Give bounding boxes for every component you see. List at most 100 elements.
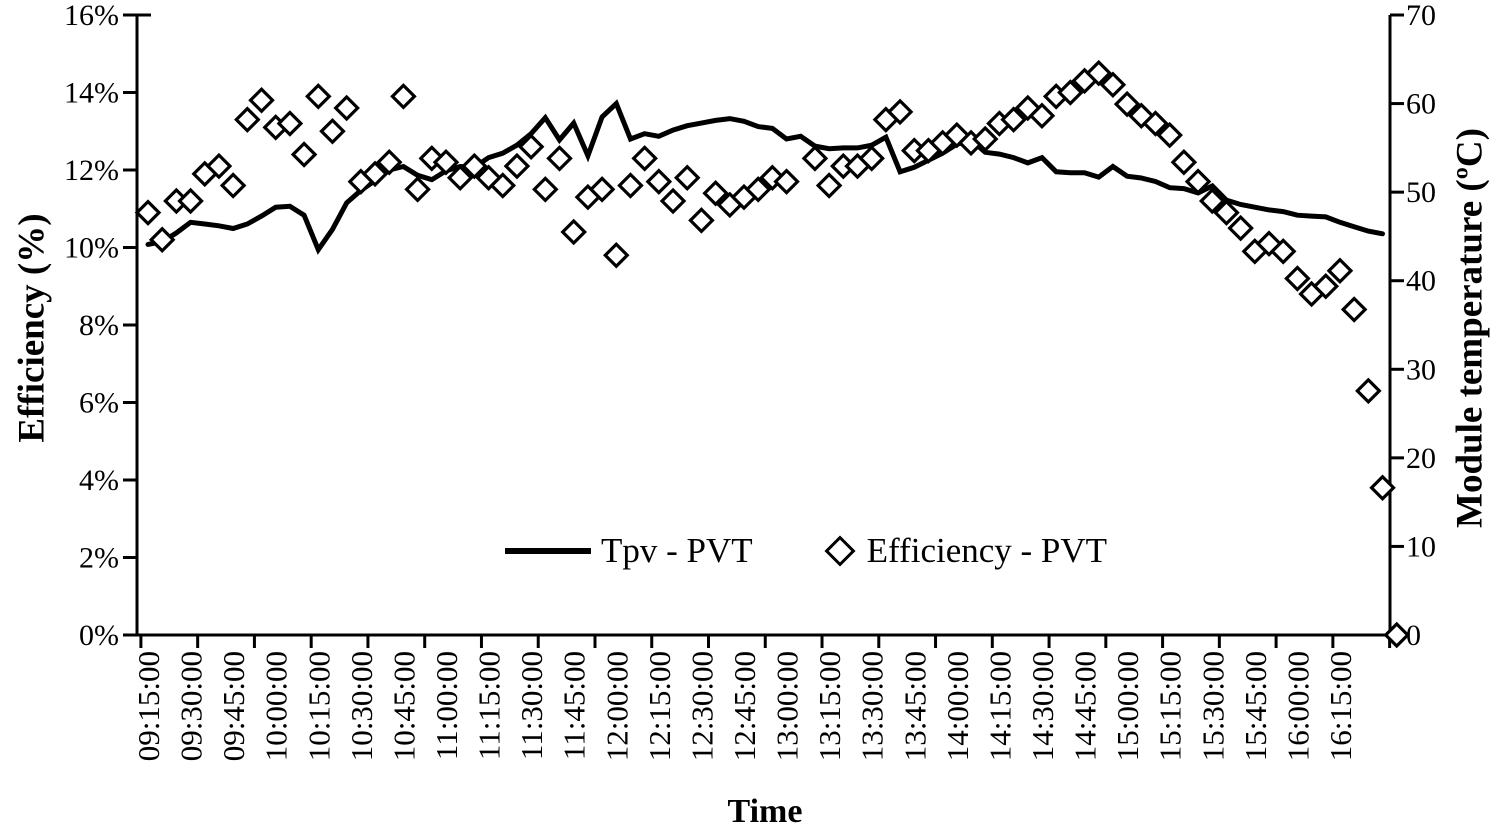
x-axis-tick-label: 10:00:00 [259, 651, 294, 761]
efficiency-diamond-marker [815, 172, 843, 199]
efficiency-diamond-marker [234, 106, 261, 133]
x-axis-tick-label: 10:15:00 [301, 651, 336, 761]
efficiency-diamond-marker [603, 241, 630, 269]
left-axis-tick-label: 8% [79, 309, 119, 342]
efficiency-diamond-marker [588, 176, 616, 203]
right-axis-title: Module temperature (ºC) [1449, 128, 1491, 528]
x-axis-tick-label: 14:00:00 [940, 651, 975, 761]
efficiency-diamond-marker [702, 179, 729, 207]
efficiency-diamond-marker [333, 94, 360, 122]
efficiency-diamond-marker [1269, 238, 1297, 265]
legend-line-swatch [505, 548, 591, 554]
x-axis-tick-label: 16:00:00 [1280, 651, 1315, 761]
x-axis-tick-label: 11:15:00 [472, 651, 507, 760]
efficiency-diamond-marker [1383, 621, 1410, 649]
left-axis-tick-label: 2% [79, 542, 119, 575]
x-axis-tick-label: 10:30:00 [344, 651, 379, 761]
efficiency-diamond-marker [1184, 168, 1212, 195]
efficiency-diamond-marker [390, 83, 417, 110]
efficiency-diamond-marker [645, 168, 673, 195]
efficiency-diamond-marker [886, 98, 914, 126]
right-axis-tick-label: 60 [1406, 88, 1436, 121]
efficiency-diamond-marker [219, 172, 247, 199]
efficiency-diamond-marker [1369, 474, 1396, 502]
left-axis-tick-label: 4% [79, 464, 119, 497]
left-axis-tick-label: 10% [64, 232, 119, 265]
left-axis-tick-label: 12% [64, 154, 119, 187]
efficiency-diamond-marker [1156, 121, 1183, 149]
x-axis-tick-label: 14:15:00 [982, 651, 1017, 761]
efficiency-diamond-marker [1340, 296, 1368, 323]
efficiency-diamond-marker [1057, 79, 1084, 106]
efficiency-diamond-marker [1142, 110, 1169, 137]
efficiency-diamond-marker [446, 164, 474, 192]
x-axis-title: Time [727, 793, 803, 830]
efficiency-diamond-marker [1000, 106, 1027, 133]
efficiency-diamond-marker [631, 145, 658, 172]
efficiency-diamond-marker [432, 148, 460, 176]
efficiency-diamond-marker [773, 168, 800, 195]
x-axis-tick-label: 15:00:00 [1110, 651, 1145, 761]
efficiency-diamond-marker [1284, 265, 1311, 292]
efficiency-diamond-marker [546, 145, 573, 172]
efficiency-diamond-marker [1355, 377, 1382, 405]
efficiency-diamond-marker [1326, 257, 1354, 285]
x-axis-tick-label: 15:30:00 [1195, 651, 1230, 761]
efficiency-diamond-marker [305, 83, 332, 110]
efficiency-diamond-marker [503, 152, 531, 180]
x-axis-tick-label: 11:00:00 [429, 651, 464, 760]
legend-item-tpv: Tpv - PVT [505, 531, 753, 571]
right-axis-tick-label: 50 [1406, 176, 1436, 209]
x-axis-tick-label: 16:15:00 [1323, 651, 1358, 761]
efficiency-diamond-marker [205, 152, 233, 180]
efficiency-diamond-marker [489, 172, 517, 199]
right-axis-tick-label: 30 [1406, 353, 1436, 386]
efficiency-diamond-marker [688, 207, 715, 234]
efficiency-diamond-marker [560, 218, 587, 246]
x-axis-tick-label: 12:30:00 [684, 651, 719, 761]
left-axis-tick-label: 16% [64, 0, 119, 32]
x-axis-tick-label: 09:30:00 [174, 651, 209, 761]
legend-label-tpv: Tpv - PVT [601, 531, 753, 570]
x-axis-tick-label: 10:45:00 [386, 651, 421, 761]
efficiency-diamond-marker [319, 117, 346, 145]
efficiency-diamond-marker [1170, 148, 1198, 176]
efficiency-diamond-marker [673, 164, 701, 192]
left-axis-tick-label: 0% [79, 619, 119, 652]
x-axis-tick-label: 13:30:00 [855, 651, 890, 761]
x-axis-tick-label: 13:45:00 [897, 651, 932, 761]
x-axis-tick-label: 09:45:00 [216, 651, 251, 761]
right-axis-tick-label: 20 [1406, 442, 1436, 475]
efficiency-diamond-marker [461, 152, 488, 180]
legend-item-efficiency: Efficiency - PVT [824, 531, 1108, 571]
left-axis-title: Efficiency (%) [11, 213, 53, 443]
efficiency-diamond-marker [1085, 59, 1112, 87]
x-axis-tick-label: 15:15:00 [1153, 651, 1188, 761]
efficiency-diamond-marker [1028, 102, 1056, 130]
efficiency-diamond-marker [532, 176, 559, 203]
right-axis-tick-label: 0 [1406, 619, 1421, 652]
right-axis-tick-label: 70 [1406, 0, 1436, 32]
legend-label-efficiency: Efficiency - PVT [866, 531, 1108, 570]
left-axis-tick-label: 6% [79, 387, 119, 420]
efficiency-diamond-marker [177, 187, 204, 215]
efficiency-diamond-marker [1227, 214, 1254, 242]
efficiency-diamond-marker [1198, 187, 1226, 215]
efficiency-diamond-marker [517, 133, 545, 161]
x-axis-tick-label: 12:00:00 [599, 651, 634, 761]
efficiency-diamond-marker [148, 226, 176, 254]
efficiency-diamond-marker [248, 86, 275, 114]
efficiency-diamond-marker [134, 199, 162, 226]
efficiency-diamond-marker [1213, 199, 1240, 226]
efficiency-diamond-marker [404, 176, 431, 203]
efficiency-diamond-marker [375, 148, 403, 176]
left-axis-tick-label: 14% [64, 77, 119, 110]
x-axis-tick-label: 12:15:00 [642, 651, 677, 761]
tpv-line-series [145, 99, 1385, 255]
x-axis-tick-label: 12:45:00 [727, 651, 762, 761]
efficiency-diamond-marker [276, 110, 304, 137]
x-axis-tick-label: 15:45:00 [1238, 651, 1273, 761]
efficiency-diamond-marker [290, 141, 318, 168]
